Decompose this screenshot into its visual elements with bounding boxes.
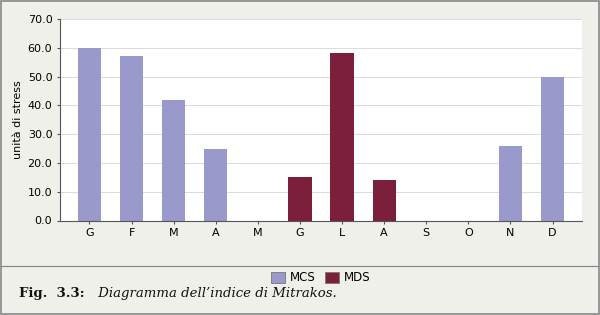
Y-axis label: unità di stress: unità di stress	[13, 80, 23, 159]
Text: Diagramma dell’indice di Mitrakos.: Diagramma dell’indice di Mitrakos.	[94, 287, 337, 300]
Bar	[120, 56, 143, 220]
Bar	[373, 180, 396, 220]
Text: Fig.  3.3:: Fig. 3.3:	[19, 287, 85, 300]
Bar	[499, 146, 522, 220]
Legend: MCS, MDS: MCS, MDS	[266, 267, 376, 289]
Bar	[541, 77, 564, 220]
Bar	[289, 177, 311, 220]
Bar	[331, 54, 353, 220]
Bar	[204, 148, 227, 220]
Bar	[78, 48, 101, 220]
Bar	[162, 100, 185, 220]
